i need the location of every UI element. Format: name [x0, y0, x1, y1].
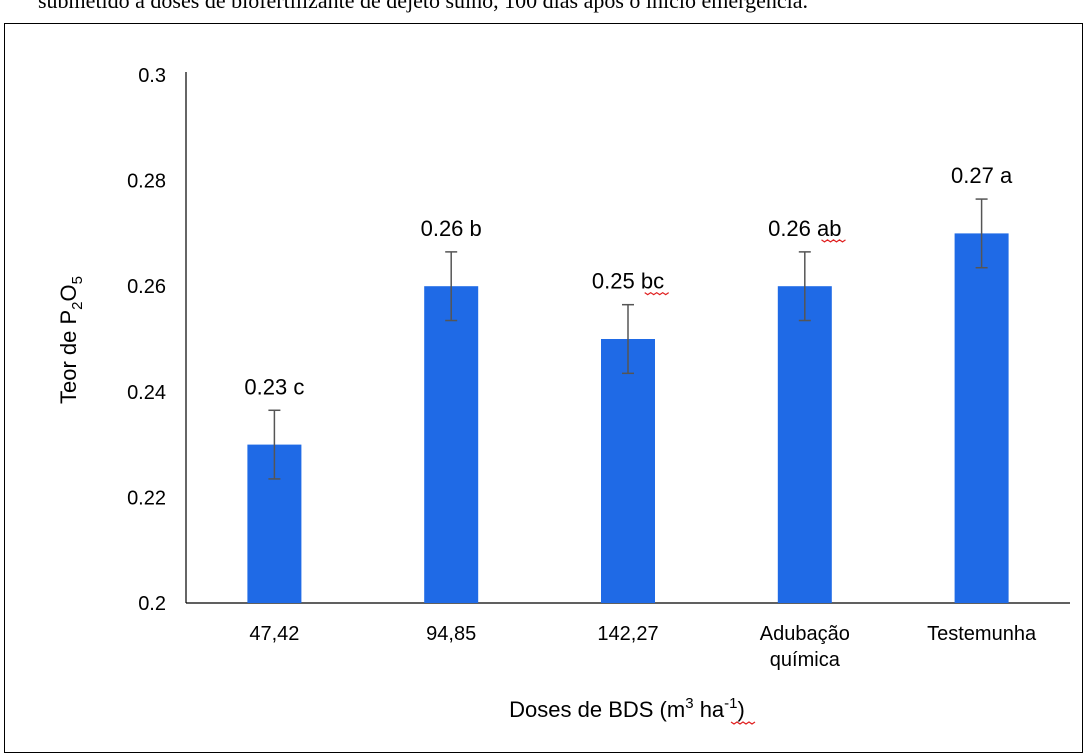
x-tick-label: Adubação: [760, 623, 850, 645]
x-tick-label: 94,85: [426, 623, 476, 645]
x-tick-label: 47,42: [249, 623, 299, 645]
bar: [777, 286, 832, 603]
data-label: 0.25 bc: [592, 269, 664, 294]
x-tick-label: química: [770, 649, 841, 671]
data-label: 0.26 ab: [768, 216, 841, 241]
y-tick-label: 0.26: [127, 276, 166, 298]
data-label: 0.23 c: [244, 374, 304, 399]
figure-caption: submetido a doses de biofertilizante de …: [38, 0, 808, 13]
x-axis-title: Doses de BDS (m3 ha-1): [509, 695, 745, 722]
data-label: 0.26 b: [421, 216, 482, 241]
bar: [954, 233, 1009, 603]
bar: [601, 339, 655, 603]
bars: [247, 198, 1009, 603]
bar: [424, 286, 479, 603]
y-axis-title: Teor de P2O5: [56, 276, 86, 404]
spellcheck-underline: [821, 239, 846, 243]
data-label: 0.27 a: [951, 163, 1013, 188]
x-tick-label: Testemunha: [927, 623, 1037, 645]
spellcheck-underline: [644, 291, 670, 296]
data-labels: 0.23 c 0.26 b 0.25 bc 0.26 ab 0.27 a: [244, 163, 1013, 399]
y-tick-label: 0.2: [138, 593, 166, 615]
y-tick-label: 0.22: [127, 487, 166, 509]
axes: 0.2 0.22 0.24 0.26 0.28 0.3 47,42 94,85 142,27 Ad…: [127, 65, 1070, 671]
spellcheck-underline: [730, 721, 756, 725]
y-tick-label: 0.28: [127, 171, 166, 193]
y-tick-label: 0.3: [138, 65, 166, 87]
y-tick-label: 0.24: [127, 382, 166, 404]
x-tick-label: 142,27: [597, 623, 658, 645]
